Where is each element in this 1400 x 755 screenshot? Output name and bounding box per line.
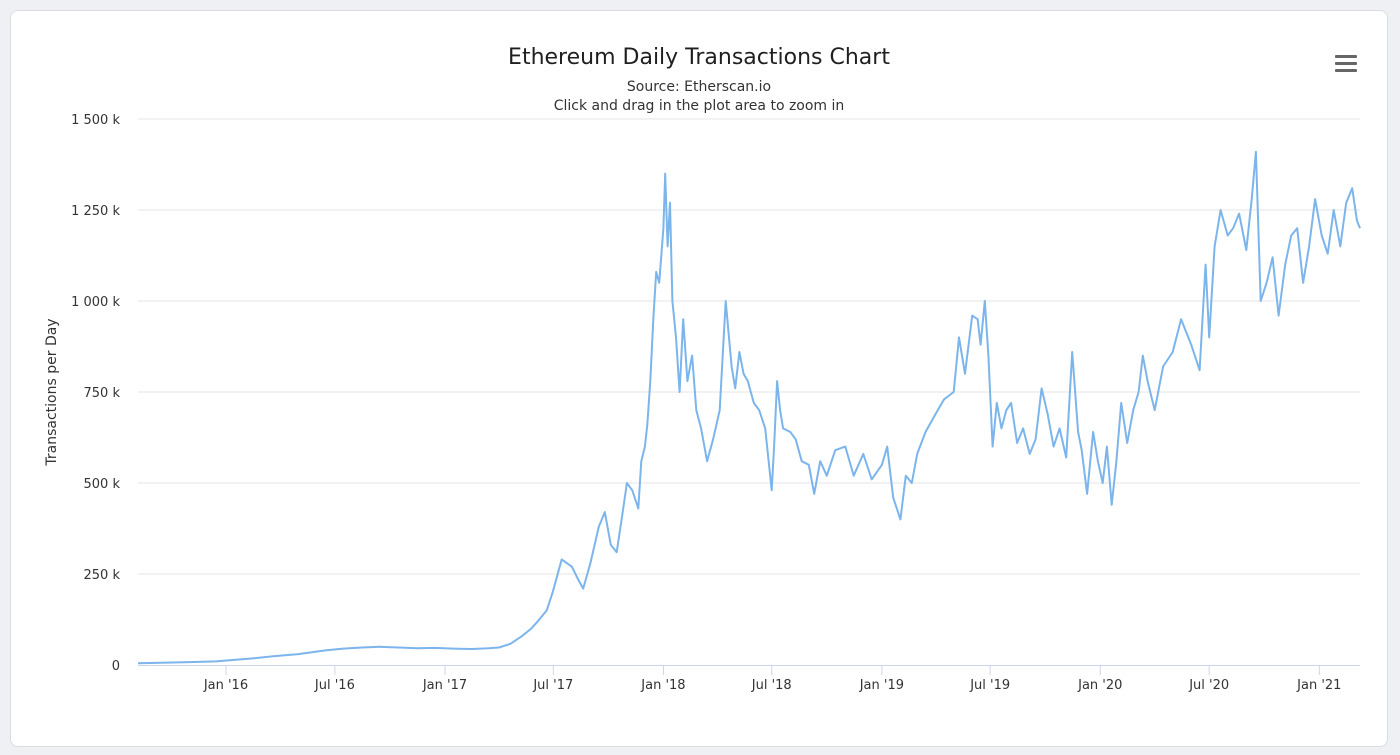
series-line-transactions[interactable]: [137, 150, 1361, 665]
grid-lines: [138, 118, 1360, 575]
x-tick-label: Jul '19: [969, 678, 1010, 693]
x-tick-label: Jul '16: [314, 678, 355, 693]
chart-title: Ethereum Daily Transactions Chart: [508, 45, 890, 70]
y-tick-label: 0: [112, 659, 120, 674]
x-tick-label: Jan '16: [203, 678, 248, 693]
series-layer: [137, 150, 1361, 665]
x-tick-label: Jan '17: [422, 678, 467, 693]
x-axis-ticks: Jan '16 Jul '16 Jan '17 Jul '17 Jan '18 Jul '…: [203, 665, 1341, 693]
x-tick-label: Jan '18: [640, 678, 685, 693]
y-axis-title: Transactions per Day: [44, 318, 60, 466]
y-tick-label: 1 000 k: [71, 295, 120, 310]
y-axis-ticks: 0 250 k 500 k 750 k 1 000 k 1 250 k 1 500 k: [71, 113, 120, 674]
x-tick-label: Jul '20: [1188, 678, 1229, 693]
chart-subtitle-source: Source: Etherscan.io: [626, 79, 772, 95]
x-tick-label: Jul '17: [532, 678, 573, 693]
y-tick-label: 750 k: [84, 386, 121, 401]
chart-card: Ethereum Daily Transactions Chart Source…: [10, 10, 1388, 747]
x-tick-label: Jan '19: [859, 678, 904, 693]
y-tick-label: 1 500 k: [71, 113, 120, 128]
x-tick-label: Jul '18: [751, 678, 792, 693]
chart-subtitle-zoom-hint: Click and drag in the plot area to zoom …: [553, 98, 845, 114]
chart-context-menu-icon[interactable]: [1335, 55, 1357, 73]
y-tick-label: 500 k: [84, 477, 121, 492]
y-tick-label: 1 250 k: [71, 204, 120, 219]
x-tick-label: Jan '21: [1296, 678, 1341, 693]
x-tick-label: Jan '20: [1077, 678, 1122, 693]
y-tick-label: 250 k: [84, 568, 121, 583]
